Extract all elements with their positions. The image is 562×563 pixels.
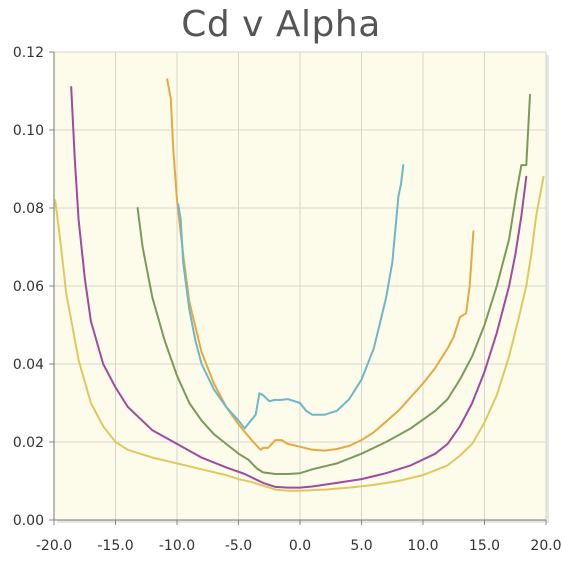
x-tick-label: -10.0: [159, 538, 195, 554]
series-line-4: [166, 78, 475, 452]
x-tick-label: -20.0: [36, 538, 72, 554]
x-tick-label: 15.0: [469, 538, 500, 554]
y-tick-label: 0.10: [13, 123, 44, 139]
x-tick-label: 20.0: [530, 538, 561, 554]
y-tick-label: 0.02: [13, 435, 44, 451]
y-tick-label: 0.08: [13, 201, 44, 217]
series-line-1: [54, 175, 545, 492]
x-tick-label: -15.0: [97, 538, 133, 554]
series-line-3: [136, 93, 531, 475]
y-tick-label: 0.04: [13, 357, 44, 373]
y-tick-label: 0.12: [13, 45, 44, 61]
series-line-5: [177, 164, 405, 430]
y-tick-label: 0.06: [13, 279, 44, 295]
chart-title: Cd v Alpha: [181, 4, 381, 45]
x-tick-label: 0.0: [289, 538, 311, 554]
y-tick-label: 0.00: [13, 513, 44, 529]
x-tick-label: 5.0: [350, 538, 372, 554]
series-line-2: [70, 86, 528, 489]
x-tick-label: -5.0: [225, 538, 252, 554]
x-tick-label: 10.0: [407, 538, 438, 554]
